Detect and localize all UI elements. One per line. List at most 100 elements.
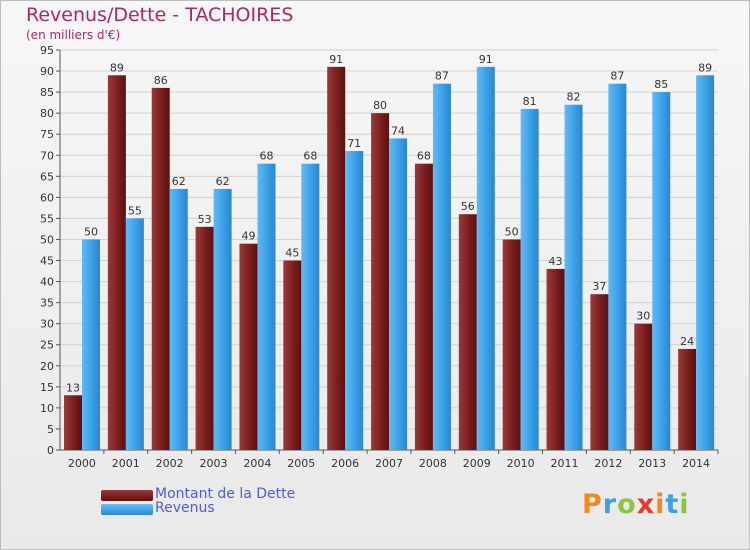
logo-letter: i xyxy=(655,489,666,520)
data-label-revenus: 55 xyxy=(128,204,142,217)
bar-revenus xyxy=(652,92,671,451)
legend-swatch-debt xyxy=(101,490,153,501)
y-tick-label: 90 xyxy=(40,65,54,78)
y-tick-label: 40 xyxy=(40,276,54,289)
y-tick-label: 45 xyxy=(40,255,54,268)
y-tick-label: 95 xyxy=(40,44,54,57)
bar-debt xyxy=(371,113,390,450)
y-tick-label: 75 xyxy=(40,128,54,141)
data-label-revenus: 68 xyxy=(259,150,273,163)
logo-letter: P xyxy=(582,489,603,520)
data-label-debt: 13 xyxy=(66,381,80,394)
bar-revenus xyxy=(432,83,451,451)
y-tick-label: 30 xyxy=(40,318,54,331)
data-label-debt: 68 xyxy=(417,150,431,163)
data-label-debt: 56 xyxy=(461,200,475,213)
data-label-debt: 86 xyxy=(154,74,168,87)
bar-revenus xyxy=(696,75,715,451)
x-tick-label: 2003 xyxy=(200,457,228,470)
bar-debt xyxy=(195,226,214,450)
y-tick-label: 60 xyxy=(40,191,54,204)
x-tick-label: 2013 xyxy=(638,457,666,470)
data-label-revenus: 81 xyxy=(523,95,537,108)
data-label-revenus: 74 xyxy=(391,124,405,137)
bar-revenus xyxy=(82,239,100,450)
legend-label-debt: Montant de la Dette xyxy=(155,486,296,502)
x-tick-label: 2010 xyxy=(507,457,535,470)
bar-debt xyxy=(414,163,433,450)
x-tick-label: 2005 xyxy=(287,457,315,470)
x-tick-label: 2012 xyxy=(594,457,622,470)
bar-debt xyxy=(634,323,653,450)
logo-letter: o xyxy=(617,489,637,520)
data-label-revenus: 82 xyxy=(567,91,581,104)
bar-revenus xyxy=(301,163,320,450)
data-label-revenus: 50 xyxy=(84,225,98,238)
data-label-debt: 45 xyxy=(285,247,299,260)
y-tick-label: 70 xyxy=(40,149,54,162)
data-label-revenus: 91 xyxy=(479,53,493,66)
logo-letter: i xyxy=(679,489,690,520)
y-tick-label: 25 xyxy=(40,339,54,352)
y-tick-label: 5 xyxy=(47,423,54,436)
bar-revenus xyxy=(213,188,232,450)
data-label-debt: 43 xyxy=(549,255,563,268)
x-tick-label: 2002 xyxy=(156,457,184,470)
y-tick-label: 35 xyxy=(40,297,54,310)
x-tick-label: 2008 xyxy=(419,457,447,470)
data-label-debt: 91 xyxy=(329,53,343,66)
bar-revenus xyxy=(476,66,495,450)
bar-debt xyxy=(239,243,258,450)
bar-revenus xyxy=(125,218,144,450)
logo-letter: r xyxy=(602,489,618,520)
logo-letter: t xyxy=(665,489,680,520)
data-label-revenus: 87 xyxy=(610,70,624,83)
bar-revenus xyxy=(345,151,364,451)
data-label-debt: 37 xyxy=(592,280,606,293)
bar-debt xyxy=(64,395,82,450)
bar-debt xyxy=(502,239,521,450)
data-label-debt: 49 xyxy=(241,230,255,243)
x-tick-label: 2000 xyxy=(68,457,96,470)
data-label-debt: 53 xyxy=(198,213,212,226)
x-tick-label: 2006 xyxy=(331,457,359,470)
data-label-revenus: 71 xyxy=(347,137,361,150)
x-tick-label: 2009 xyxy=(463,457,491,470)
data-label-revenus: 62 xyxy=(172,175,186,188)
x-tick-label: 2011 xyxy=(550,457,578,470)
legend-swatch-revenus xyxy=(101,504,153,515)
y-tick-label: 10 xyxy=(40,402,54,415)
y-tick-label: 50 xyxy=(40,233,54,246)
bar-debt xyxy=(151,87,170,450)
bar-debt xyxy=(458,214,477,450)
data-label-revenus: 89 xyxy=(698,61,712,74)
bar-revenus xyxy=(564,104,583,450)
bar-debt xyxy=(678,348,697,450)
chart-subtitle: (en milliers d'€) xyxy=(26,28,121,42)
bar-debt xyxy=(283,260,302,450)
proxiti-logo: Proxiti xyxy=(582,489,690,520)
data-label-revenus: 85 xyxy=(654,78,668,91)
data-label-debt: 30 xyxy=(636,310,650,323)
bar-debt xyxy=(590,294,609,450)
x-tick-label: 2004 xyxy=(243,457,271,470)
y-tick-label: 80 xyxy=(40,107,54,120)
data-label-revenus: 62 xyxy=(216,175,230,188)
data-label-revenus: 68 xyxy=(303,150,317,163)
data-label-debt: 24 xyxy=(680,335,694,348)
y-tick-label: 65 xyxy=(40,170,54,183)
chart-title: Revenus/Dette - TACHOIRES xyxy=(26,4,294,26)
legend-label-revenus: Revenus xyxy=(155,500,215,516)
y-tick-label: 0 xyxy=(47,444,54,457)
y-tick-label: 15 xyxy=(40,381,54,394)
x-tick-label: 2014 xyxy=(682,457,710,470)
bar-revenus xyxy=(520,108,539,451)
data-label-debt: 50 xyxy=(505,225,519,238)
logo-letter: x xyxy=(636,489,656,520)
data-label-debt: 80 xyxy=(373,99,387,112)
bar-revenus xyxy=(389,138,408,450)
bar-revenus xyxy=(257,163,276,450)
x-tick-label: 2001 xyxy=(112,457,140,470)
data-label-revenus: 87 xyxy=(435,70,449,83)
